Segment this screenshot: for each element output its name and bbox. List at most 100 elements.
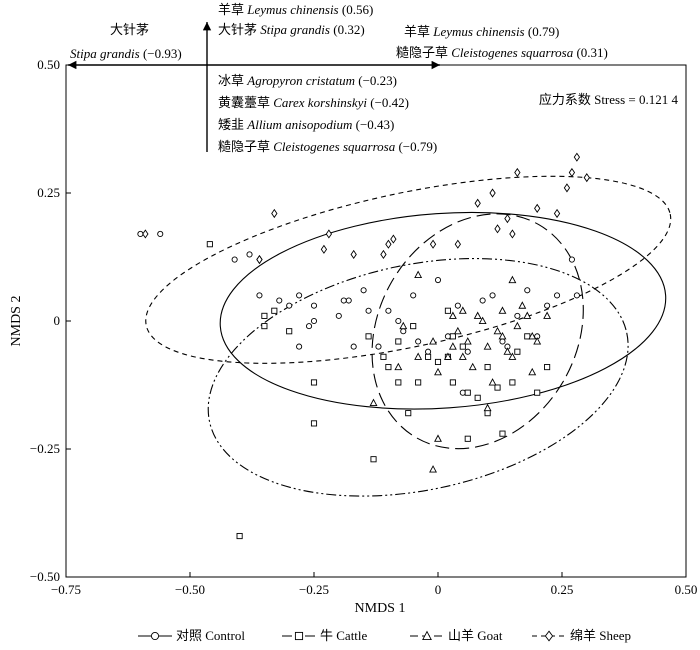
point-triangle bbox=[543, 311, 552, 319]
point-square bbox=[405, 410, 412, 417]
point-square bbox=[459, 343, 466, 350]
point-triangle bbox=[473, 311, 482, 319]
point-triangle bbox=[458, 352, 467, 360]
point-square bbox=[494, 384, 501, 391]
species-left-label: Stipa grandis (−0.93) bbox=[70, 46, 182, 61]
point-circle bbox=[514, 312, 521, 319]
point-triangle bbox=[453, 326, 462, 335]
species-down-3-value: (−0.43) bbox=[356, 117, 395, 132]
point-triangle bbox=[518, 301, 527, 309]
species-down-4-cn: 糙隐子草 bbox=[218, 139, 270, 154]
species-arrows bbox=[68, 22, 440, 152]
point-triangle bbox=[429, 465, 437, 473]
point-circle bbox=[335, 312, 342, 319]
point-triangle bbox=[434, 367, 442, 376]
point-diamond bbox=[474, 198, 481, 208]
stress-label: 应力系数 Stress = 0.121 4 bbox=[539, 92, 679, 107]
species-down-2-value: (−0.42) bbox=[370, 95, 409, 110]
legend: 对照 Control 牛 Cattle 山羊 Goat 绵羊 Sheep bbox=[138, 628, 631, 643]
point-diamond bbox=[350, 249, 357, 260]
point-circle bbox=[276, 297, 283, 304]
point-diamond bbox=[509, 229, 516, 239]
point-diamond bbox=[271, 208, 278, 219]
point-diamond bbox=[504, 214, 511, 224]
point-triangle bbox=[463, 337, 472, 345]
data-points bbox=[137, 152, 590, 540]
point-square bbox=[534, 389, 541, 396]
point-square bbox=[449, 333, 456, 340]
point-circle bbox=[365, 307, 372, 314]
species-down-2-latin: Carex korshinskyi bbox=[273, 95, 367, 110]
point-circle bbox=[256, 292, 263, 299]
point-square bbox=[236, 532, 243, 540]
species-down-4: 糙隐子草 Cleistogenes squarrosa (−0.79) bbox=[218, 139, 437, 154]
point-circle bbox=[340, 297, 347, 304]
point-square bbox=[380, 353, 387, 360]
species-down-4-latin: Cleistogenes squarrosa bbox=[273, 139, 395, 154]
species-up-2-value: (0.32) bbox=[333, 22, 364, 37]
y-tick-label: 0 bbox=[54, 313, 61, 328]
point-circle bbox=[499, 338, 506, 345]
point-square bbox=[271, 307, 278, 314]
species-left-latin: Stipa grandis bbox=[70, 46, 140, 61]
species-down-1-cn: 冰草 bbox=[218, 73, 244, 88]
point-triangle bbox=[488, 378, 497, 386]
x-tick-label: −0.75 bbox=[51, 582, 81, 597]
point-circle bbox=[410, 292, 417, 299]
legend-marker-square bbox=[294, 631, 304, 641]
point-diamond bbox=[583, 173, 590, 183]
species-down-2: 黄囊薹草 Carex korshinskyi (−0.42) bbox=[218, 95, 409, 110]
point-circle bbox=[400, 328, 407, 335]
species-down-4-value: (−0.79) bbox=[398, 139, 437, 154]
point-circle bbox=[524, 287, 531, 294]
species-right-2: 糙隐子草 Cleistogenes squarrosa (0.31) bbox=[396, 45, 608, 60]
species-down-2-cn: 黄囊薹草 bbox=[218, 95, 270, 110]
point-circle bbox=[573, 292, 580, 299]
point-circle bbox=[479, 297, 486, 304]
point-diamond bbox=[563, 183, 571, 193]
point-triangle bbox=[508, 275, 517, 284]
point-triangle bbox=[483, 403, 492, 412]
point-square bbox=[395, 379, 402, 386]
point-triangle bbox=[478, 316, 487, 325]
species-up-2-cn: 大针茅 bbox=[218, 22, 257, 37]
x-tick-label: 0.25 bbox=[551, 582, 574, 597]
point-circle bbox=[310, 317, 318, 325]
point-triangle bbox=[448, 342, 457, 350]
point-square bbox=[310, 379, 318, 386]
point-square bbox=[474, 394, 481, 401]
point-diamond bbox=[514, 167, 521, 178]
legend-label: 山羊 Goat bbox=[448, 628, 503, 643]
ellipse-series-2 bbox=[207, 258, 629, 497]
species-right-1-latin: Leymus chinensis bbox=[432, 24, 524, 39]
species-up-1-latin: Leymus chinensis bbox=[246, 2, 338, 17]
point-triangle bbox=[399, 321, 408, 330]
point-square bbox=[395, 338, 402, 345]
point-triangle bbox=[468, 362, 477, 371]
species-right-1-value: (0.79) bbox=[528, 24, 559, 39]
point-triangle bbox=[498, 306, 507, 314]
species-down-1: 冰草 Agropyron cristatum (−0.23) bbox=[218, 73, 397, 88]
species-left-cn: 大针茅 bbox=[110, 22, 149, 37]
point-square bbox=[425, 353, 432, 360]
legend-label: 牛 Cattle bbox=[320, 628, 368, 643]
point-square bbox=[385, 364, 392, 371]
point-circle bbox=[553, 292, 561, 299]
point-square bbox=[464, 389, 471, 396]
species-right-1: 羊草 Leymus chinensis (0.79) bbox=[404, 24, 559, 39]
point-diamond bbox=[494, 224, 501, 234]
point-square bbox=[464, 435, 471, 442]
point-circle bbox=[305, 323, 313, 330]
point-diamond bbox=[568, 167, 576, 178]
x-tick-label: 0 bbox=[435, 582, 442, 597]
point-triangle bbox=[429, 337, 437, 345]
point-triangle bbox=[498, 332, 507, 340]
point-diamond bbox=[380, 249, 387, 260]
point-triangle bbox=[513, 321, 522, 330]
legend-label: 对照 Control bbox=[176, 628, 245, 643]
point-diamond bbox=[454, 239, 461, 249]
species-down-3-latin: Allium anisopodium bbox=[246, 117, 352, 132]
point-circle bbox=[459, 389, 466, 396]
y-tick-label: −0.25 bbox=[30, 441, 60, 456]
